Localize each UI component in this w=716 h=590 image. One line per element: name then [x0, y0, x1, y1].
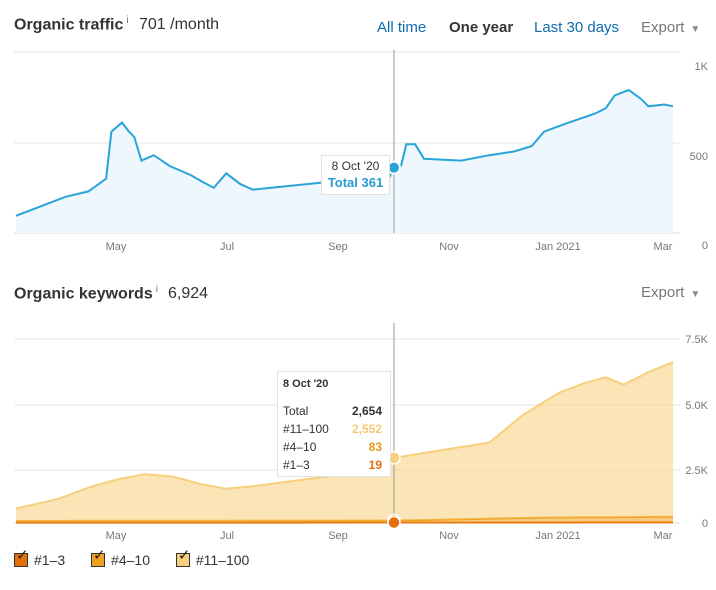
- x-tick-label: Mar: [654, 241, 673, 253]
- keywords-title: Organic keywords i: [14, 284, 158, 303]
- keywords-value: 6,924: [168, 285, 209, 302]
- range-one-year[interactable]: One year: [449, 19, 514, 36]
- y-tick-label: 500: [690, 151, 708, 163]
- series-area: [16, 362, 673, 521]
- x-tick-label: Sep: [328, 530, 348, 542]
- keywords-export-button[interactable]: Export ▼: [641, 284, 701, 301]
- checkbox[interactable]: ✓: [175, 548, 190, 567]
- x-tick-label: Sep: [328, 241, 348, 253]
- tooltip-row: Total 2,654: [283, 404, 382, 418]
- range-all-time[interactable]: All time: [377, 19, 427, 36]
- check-icon: ✓: [177, 547, 191, 564]
- info-icon[interactable]: i: [126, 15, 129, 26]
- legend-item-top3[interactable]: ✓ #1–3: [14, 547, 66, 568]
- traffic-area: [16, 90, 673, 233]
- x-tick-label: Mar: [654, 530, 673, 542]
- y-tick-label: 5.0K: [685, 400, 708, 412]
- x-tick-label: Jan 2021: [535, 530, 580, 542]
- tooltip-row: #1–3 19: [283, 458, 382, 472]
- traffic-export-button[interactable]: Export ▼: [641, 19, 701, 36]
- check-icon: ✓: [93, 547, 106, 564]
- y-tick-label: 7.5K: [685, 334, 708, 346]
- tooltip-date: 8 Oct '20: [283, 378, 329, 390]
- traffic-value: 701 /month: [139, 16, 220, 33]
- traffic-tooltip: 8 Oct '20 Total 361: [321, 155, 390, 195]
- y-tick-label: 2.5K: [685, 465, 708, 477]
- range-last-30-days[interactable]: Last 30 days: [534, 19, 620, 36]
- tooltip-value: 19: [368, 458, 382, 472]
- check-icon: ✓: [16, 547, 29, 564]
- tooltip-total: Total 361: [327, 175, 384, 190]
- keywords-legend: ✓ #1–3 ✓ #4–10 ✓ #11–100: [14, 547, 271, 568]
- chevron-down-icon: ▼: [690, 24, 701, 35]
- tooltip-value: 2,654: [351, 404, 382, 418]
- cursor-point: [387, 515, 401, 530]
- legend-item-4-10[interactable]: ✓ #4–10: [91, 547, 150, 568]
- tooltip-row: #4–10 83: [283, 440, 382, 454]
- x-tick-label: Jan 2021: [535, 241, 580, 253]
- x-tick-label: Nov: [439, 530, 459, 542]
- keywords-tooltip: 8 Oct '20 Total 2,654 #11–100 2,552 #4–1…: [277, 371, 391, 477]
- tooltip-value: 83: [368, 440, 382, 454]
- y-tick-label: 0: [702, 240, 708, 252]
- tooltip-row: #11–100 2,552: [283, 422, 382, 436]
- tooltip-value: 2,552: [351, 422, 382, 436]
- info-icon[interactable]: i: [155, 284, 158, 295]
- legend-item-11-100[interactable]: ✓ #11–100: [175, 547, 250, 568]
- tooltip-date: 8 Oct '20: [331, 159, 380, 173]
- x-tick-label: May: [106, 530, 127, 542]
- traffic-title: Organic traffic i: [14, 15, 129, 34]
- y-tick-label: 0: [702, 518, 708, 530]
- x-tick-label: May: [106, 241, 127, 253]
- y-tick-label: 1K: [695, 61, 709, 73]
- x-tick-label: Jul: [220, 241, 234, 253]
- x-tick-label: Nov: [439, 241, 459, 253]
- checkbox[interactable]: ✓: [91, 548, 106, 567]
- organic-keywords-chart: 7.5K 5.0K 2.5K 0 May Jul Sep Nov Jan 202…: [14, 323, 709, 542]
- checkbox[interactable]: ✓: [14, 548, 29, 567]
- x-tick-label: Jul: [220, 530, 234, 542]
- chevron-down-icon: ▼: [690, 289, 701, 300]
